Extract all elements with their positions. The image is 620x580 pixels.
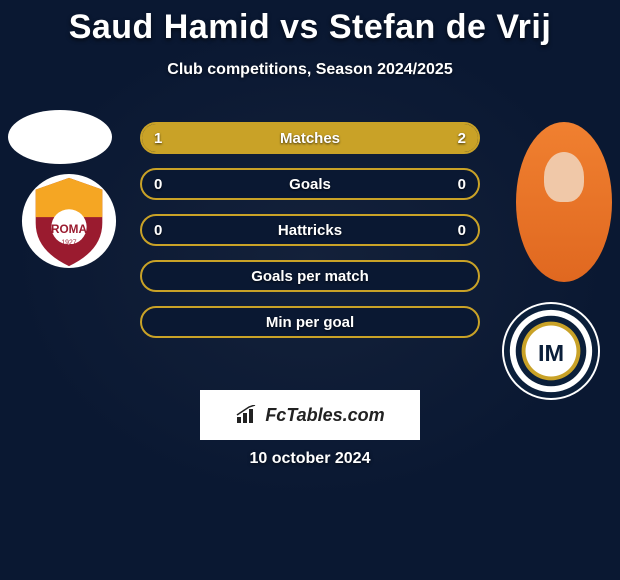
site-name: FcTables.com xyxy=(265,405,384,426)
stat-value-right: 0 xyxy=(418,176,478,193)
player-left-avatar xyxy=(8,110,112,164)
stat-label: Goals per match xyxy=(202,268,418,285)
stat-value-left: 1 xyxy=(142,130,202,147)
stat-value-left: 0 xyxy=(142,222,202,239)
chart-icon xyxy=(235,405,259,425)
stat-row: 0Hattricks0 xyxy=(140,214,480,246)
stat-value-right: 2 xyxy=(418,130,478,147)
player-right-avatar xyxy=(516,122,612,282)
stat-value-right: 0 xyxy=(418,222,478,239)
site-logo: FcTables.com xyxy=(200,390,420,440)
svg-text:IM: IM xyxy=(538,340,564,366)
page-title: Saud Hamid vs Stefan de Vrij xyxy=(0,0,620,47)
stat-row: Min per goal xyxy=(140,306,480,338)
stat-label: Goals xyxy=(202,176,418,193)
stat-row: Goals per match xyxy=(140,260,480,292)
stat-row: 0Goals0 xyxy=(140,168,480,200)
footer-date: 10 october 2024 xyxy=(0,450,620,468)
club-crest-left: ROMA 1927 xyxy=(20,172,118,270)
roma-crest-icon: ROMA 1927 xyxy=(20,172,118,270)
comparison-card: Saud Hamid vs Stefan de Vrij Club compet… xyxy=(0,0,620,580)
svg-text:ROMA: ROMA xyxy=(51,223,87,236)
subtitle: Club competitions, Season 2024/2025 xyxy=(0,61,620,79)
stat-label: Hattricks xyxy=(202,222,418,239)
club-crest-right: IM xyxy=(502,302,600,400)
stat-row: 1Matches2 xyxy=(140,122,480,154)
svg-text:1927: 1927 xyxy=(61,240,76,247)
stat-value-left: 0 xyxy=(142,176,202,193)
stats-table: 1Matches20Goals00Hattricks0Goals per mat… xyxy=(140,122,480,352)
stat-label: Matches xyxy=(202,130,418,147)
stat-label: Min per goal xyxy=(202,314,418,331)
inter-crest-icon: IM xyxy=(502,302,600,400)
